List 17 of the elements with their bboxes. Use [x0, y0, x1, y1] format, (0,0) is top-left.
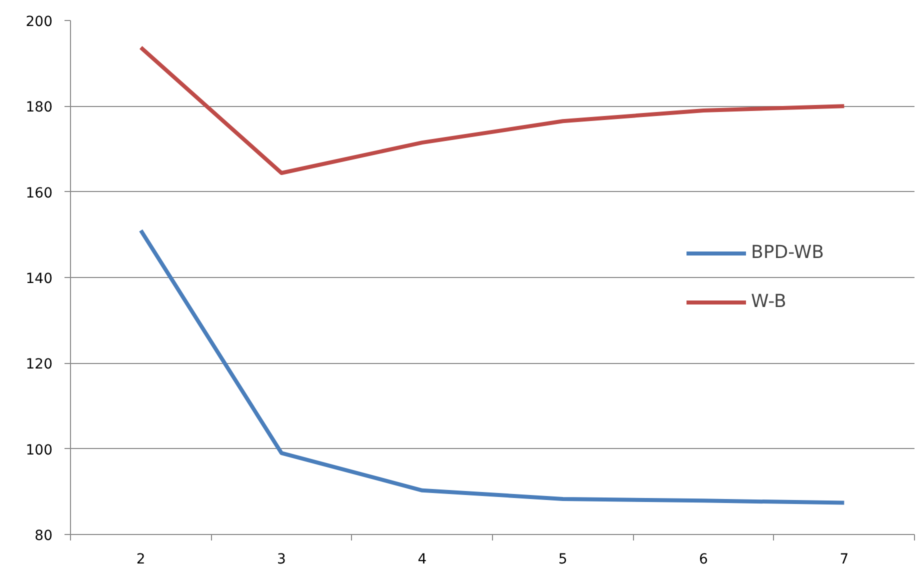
y-tick-label: 200 — [26, 14, 53, 30]
y-tick-label: 80 — [34, 528, 53, 544]
x-tick-label: 4 — [418, 552, 427, 568]
x-tick-label: 2 — [136, 552, 146, 568]
y-tick-label: 140 — [26, 271, 53, 287]
x-tick-label: 5 — [558, 552, 568, 568]
y-tick-label: 160 — [26, 185, 53, 202]
y-tick-label: 100 — [26, 442, 53, 458]
x-tick-label: 6 — [699, 552, 708, 568]
x-tick-label: 3 — [277, 552, 286, 568]
line-series — [138, 45, 846, 175]
legend-label: W-B — [751, 291, 786, 312]
legend-label: BPD-WB — [751, 242, 824, 263]
y-tick-label: 120 — [26, 356, 53, 373]
y-tick-label: 180 — [26, 100, 53, 116]
x-tick-label: 7 — [840, 552, 849, 568]
line-series — [138, 228, 846, 505]
